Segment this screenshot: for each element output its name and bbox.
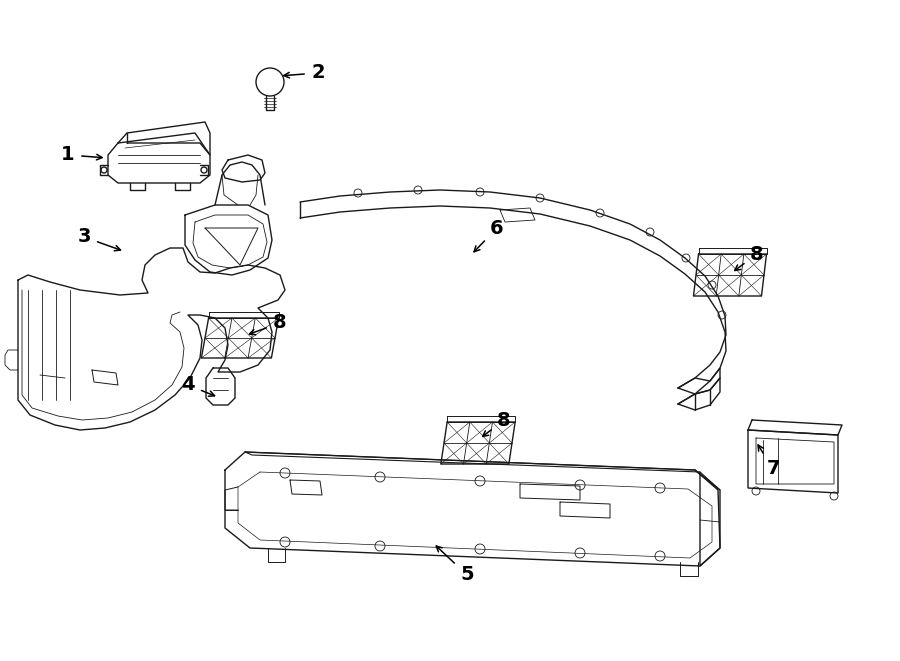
Text: 8: 8 — [249, 313, 287, 334]
Text: 8: 8 — [734, 245, 764, 270]
Text: 5: 5 — [436, 546, 473, 584]
Text: 7: 7 — [758, 445, 779, 479]
Text: 3: 3 — [77, 227, 121, 251]
Text: 6: 6 — [474, 219, 504, 252]
Text: 2: 2 — [284, 63, 325, 83]
Text: 8: 8 — [482, 410, 511, 436]
Text: 4: 4 — [181, 375, 214, 397]
Text: 1: 1 — [61, 145, 102, 165]
